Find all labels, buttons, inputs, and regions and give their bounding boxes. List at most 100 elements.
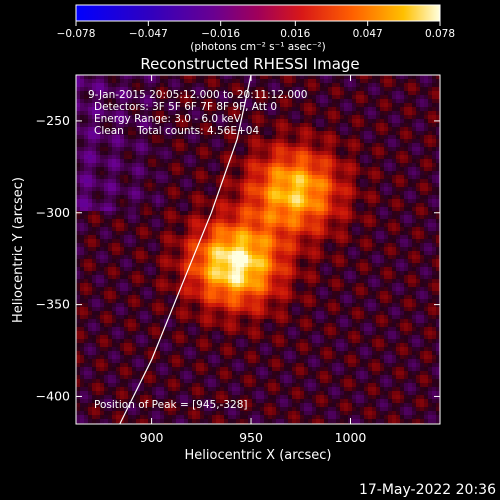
heatmap-cell (296, 379, 300, 383)
heatmap-cell (192, 379, 196, 383)
heatmap-cell (208, 99, 212, 103)
heatmap-cell (248, 127, 252, 131)
heatmap-cell (100, 419, 104, 423)
heatmap-cell (164, 283, 168, 287)
heatmap-cell (176, 419, 180, 423)
heatmap-cell (268, 319, 272, 323)
heatmap-cell (76, 111, 80, 115)
heatmap-cell (156, 359, 160, 363)
heatmap-cell (260, 119, 264, 123)
heatmap-cell (260, 183, 264, 187)
heatmap-cell (212, 275, 216, 279)
heatmap-cell (144, 231, 148, 235)
heatmap-cell (240, 411, 244, 415)
heatmap-cell (292, 111, 296, 115)
heatmap-cell (244, 235, 248, 239)
heatmap-cell (192, 307, 196, 311)
heatmap-cell (196, 167, 200, 171)
heatmap-cell (160, 263, 164, 267)
heatmap-cell (132, 187, 136, 191)
heatmap-cell (212, 215, 216, 219)
heatmap-cell (88, 95, 92, 99)
heatmap-cell (132, 279, 136, 283)
heatmap-cell (232, 275, 236, 279)
heatmap-cell (220, 223, 224, 227)
heatmap-cell (224, 267, 228, 271)
heatmap-cell (188, 103, 192, 107)
heatmap-cell (152, 403, 156, 407)
heatmap-cell (156, 271, 160, 275)
heatmap-cell (148, 103, 152, 107)
heatmap-cell (200, 407, 204, 411)
heatmap-cell (124, 207, 128, 211)
heatmap-cell (112, 171, 116, 175)
heatmap-cell (156, 327, 160, 331)
heatmap-cell (144, 299, 148, 303)
heatmap-cell (96, 115, 100, 119)
heatmap-cell (272, 155, 276, 159)
heatmap-cell (184, 331, 188, 335)
heatmap-cell (148, 187, 152, 191)
heatmap-cell (104, 155, 108, 159)
heatmap-cell (124, 83, 128, 87)
heatmap-cell (160, 267, 164, 271)
heatmap-cell (264, 407, 268, 411)
heatmap-cell (116, 95, 120, 99)
heatmap-cell (124, 195, 128, 199)
heatmap-cell (160, 271, 164, 275)
heatmap-cell (116, 131, 120, 135)
heatmap-cell (140, 355, 144, 359)
heatmap-cell (176, 311, 180, 315)
heatmap-cell (168, 267, 172, 271)
heatmap-cell (92, 319, 96, 323)
heatmap-cell (120, 339, 124, 343)
heatmap-cell (80, 167, 84, 171)
heatmap-cell (104, 115, 108, 119)
heatmap-cell (200, 255, 204, 259)
heatmap-cell (180, 219, 184, 223)
heatmap-cell (252, 279, 256, 283)
heatmap-cell (176, 159, 180, 163)
heatmap-cell (148, 83, 152, 87)
heatmap-cell (144, 211, 148, 215)
heatmap-cell (268, 295, 272, 299)
heatmap-cell (192, 87, 196, 91)
heatmap-cell (232, 103, 236, 107)
heatmap-cell (128, 215, 132, 219)
heatmap-cell (176, 255, 180, 259)
heatmap-cell (124, 155, 128, 159)
heatmap-cell (224, 103, 228, 107)
heatmap-cell (228, 375, 232, 379)
heatmap-cell (128, 323, 132, 327)
heatmap-cell (88, 123, 92, 127)
heatmap-cell (212, 303, 216, 307)
heatmap-cell (212, 379, 216, 383)
heatmap-cell (288, 259, 292, 263)
heatmap-cell (192, 315, 196, 319)
heatmap-cell (88, 331, 92, 335)
heatmap-cell (160, 131, 164, 135)
heatmap-cell (88, 315, 92, 319)
heatmap-cell (256, 107, 260, 111)
heatmap-cell (88, 239, 92, 243)
heatmap-cell (92, 223, 96, 227)
heatmap-cell (244, 159, 248, 163)
heatmap-cell (172, 331, 176, 335)
heatmap-cell (220, 171, 224, 175)
heatmap-cell (168, 235, 172, 239)
heatmap-cell (156, 79, 160, 83)
heatmap-cell (148, 271, 152, 275)
heatmap-cell (296, 215, 300, 219)
heatmap-cell (128, 411, 132, 415)
heatmap-cell (172, 235, 176, 239)
heatmap-cell (88, 295, 92, 299)
heatmap-cell (128, 415, 132, 419)
heatmap-cell (104, 171, 108, 175)
heatmap-cell (244, 387, 248, 391)
heatmap-cell (276, 359, 280, 363)
heatmap-cell (96, 367, 100, 371)
heatmap-cell (100, 215, 104, 219)
heatmap-cell (132, 123, 136, 127)
heatmap-cell (252, 407, 256, 411)
heatmap-cell (216, 299, 220, 303)
